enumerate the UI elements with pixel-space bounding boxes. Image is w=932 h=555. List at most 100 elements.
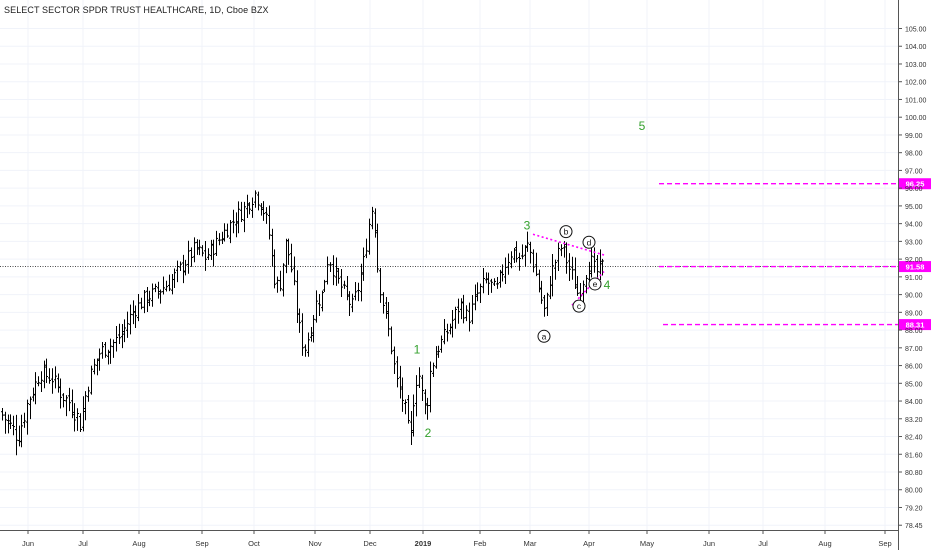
ohlc-bar [482,267,485,294]
ohlc-bar [123,319,126,343]
wave-letter: c [577,301,582,311]
ohlc-bar [184,259,187,276]
x-tick-label: Jun [703,539,715,548]
ohlc-bar [462,294,465,324]
y-tick-label: 83.20 [905,417,923,424]
ohlc-bar [215,230,218,256]
ohlc-bar [34,372,37,405]
ohlc-bar [151,283,154,307]
ohlc-bar [273,249,276,289]
ohlc-bar [37,376,40,387]
ohlc-bar [118,323,121,344]
ohlc-bar [4,411,7,434]
ohlc-bar [496,277,499,289]
ohlc-bar [265,207,268,224]
ohlc-bar [251,197,254,218]
ohlc-bar [23,412,26,428]
ohlc-bar [538,269,541,293]
ohlc-bar [182,254,185,284]
ohlc-bar [68,387,71,412]
ohlc-bar [137,294,140,322]
circled-wave-label: e [588,277,602,291]
wave-letter: d [587,237,592,247]
ohlc-bar [424,389,427,415]
ohlc-bar [421,374,424,402]
y-tick-label: 86.00 [905,364,923,371]
level-badge-label: 96.25 [906,180,925,189]
ohlc-bar [257,191,260,211]
ohlc-bar [168,274,171,292]
x-tick-label: Apr [583,539,595,548]
ohlc-bar [285,238,288,274]
ohlc-bar [254,190,257,208]
x-tick-label: Jul [758,539,768,548]
x-tick-label: Mar [524,539,537,548]
ohlc-bar [343,280,346,289]
ohlc-bar [312,314,315,343]
wave-label: 5 [639,119,646,133]
ohlc-bar [374,208,377,238]
wave-label: 2 [425,426,432,440]
y-tick-label: 89.00 [905,310,923,317]
y-tick-label: 101.00 [905,97,927,104]
ohlc-bar [132,300,135,325]
x-tick-label: Dec [363,539,377,548]
ohlc-bar [148,290,151,307]
ohlc-bar [426,397,429,420]
ohlc-bar [601,258,604,276]
ohlc-bar [501,264,504,282]
ohlc-bar [468,302,471,332]
ohlc-bar [240,201,243,222]
ohlc-bar [290,243,293,273]
ohlc-bar [140,297,143,310]
ohlc-bar [162,276,165,295]
ohlc-bar [190,247,193,267]
ohlc-bar [532,249,535,273]
y-tick-label: 91.00 [905,275,923,282]
wave-label: 4 [604,278,611,292]
ohlc-bar [165,280,168,292]
ohlc-bar [446,323,449,342]
ohlc-bar [262,201,265,221]
ohlc-bar [460,298,463,320]
ohlc-bar [18,425,21,447]
circled-wave-label: d [582,235,596,249]
ohlc-bar [554,259,557,280]
ohlc-bar [76,408,79,431]
ohlc-bar [59,378,62,409]
ohlc-bar [207,248,210,260]
ohlc-bar [187,240,190,274]
ohlc-bar [134,305,137,329]
ohlc-bar [57,373,60,393]
ohlc-bar [346,276,349,301]
ohlc-bar [301,313,304,356]
y-tick-label: 95.00 [905,204,923,211]
ohlc-bar [401,377,404,412]
ohlc-bar [310,327,313,342]
ohlc-bar [407,395,410,424]
ohlc-bar [437,345,440,358]
wave-label: 3 [524,218,531,232]
ohlc-bar [218,233,221,246]
ohlc-bar [451,309,454,338]
ohlc-bar [7,414,10,434]
ohlc-bar [193,237,196,263]
ohlc-bar [62,393,65,408]
circled-wave-label: b [559,225,573,239]
ohlc-bar [54,366,57,389]
ohlc-bar [410,411,413,445]
ohlc-bar [45,358,48,383]
ohlc-bars [1,190,604,456]
ohlc-bar [504,257,507,284]
ohlc-bar [226,223,229,238]
wave-circle [582,235,596,249]
ohlc-bar [510,251,513,269]
ohlc-bar [385,296,388,319]
ohlc-bar [357,282,360,302]
ohlc-bar [48,368,51,384]
ohlc-bar [432,362,435,378]
ohlc-bar [282,263,285,297]
x-tick-label: Sep [878,539,891,548]
